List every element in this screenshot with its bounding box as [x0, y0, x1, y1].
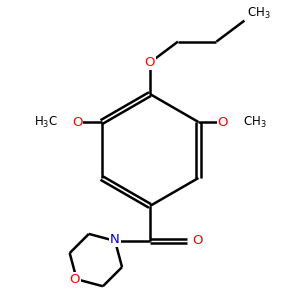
Text: CH$_3$: CH$_3$: [247, 6, 270, 21]
Text: O: O: [218, 116, 228, 128]
Text: O: O: [70, 273, 80, 286]
Text: CH$_3$: CH$_3$: [243, 115, 266, 130]
Text: O: O: [192, 234, 202, 248]
Text: H$_3$C: H$_3$C: [34, 115, 58, 130]
Text: O: O: [72, 116, 82, 128]
Text: O: O: [145, 56, 155, 69]
Text: N: N: [110, 233, 120, 246]
